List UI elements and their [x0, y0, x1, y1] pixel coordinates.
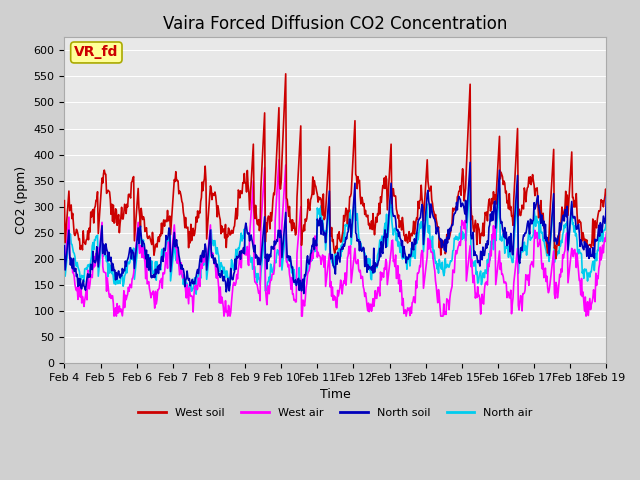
Text: VR_fd: VR_fd	[74, 46, 118, 60]
Y-axis label: CO2 (ppm): CO2 (ppm)	[15, 166, 28, 234]
Legend: West soil, West air, North soil, North air: West soil, West air, North soil, North a…	[134, 404, 537, 422]
X-axis label: Time: Time	[320, 388, 351, 401]
Title: Vaira Forced Diffusion CO2 Concentration: Vaira Forced Diffusion CO2 Concentration	[163, 15, 508, 33]
